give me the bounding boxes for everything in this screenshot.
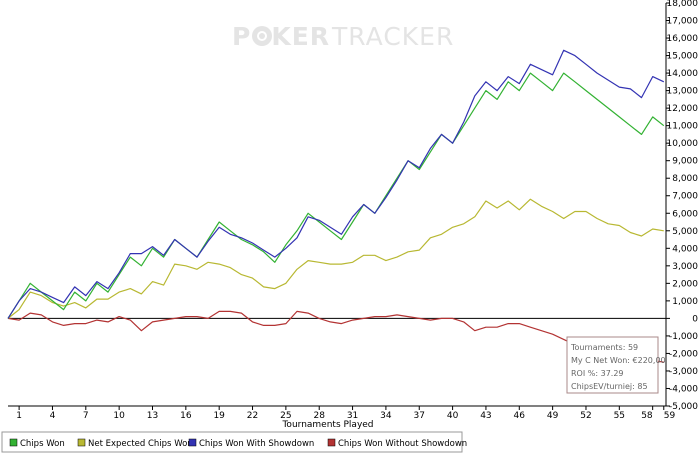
info-box: Tournaments: 59 My C Net Won: €220,00 RO…	[566, 336, 666, 394]
legend-label-without-showdown: Chips Won Without Showdown	[338, 439, 467, 449]
x-axis-title: Tournaments Played	[281, 420, 373, 430]
y-tick-label: 6,000	[672, 209, 698, 219]
y-tick-label: 13,000	[667, 87, 699, 97]
legend-label-chips-won: Chips Won	[20, 439, 65, 449]
info-roi: ROI %: 37.29	[571, 369, 624, 378]
legend-swatch-chips-won	[9, 438, 18, 447]
info-tournaments: Tournaments: 59	[570, 343, 638, 352]
x-tick-label: 13	[147, 411, 158, 421]
info-chips-ev: ChipsEV/turniej: 85	[571, 382, 648, 391]
y-tick-label: 0	[692, 314, 698, 324]
y-tick-label: 4,000	[672, 244, 698, 254]
x-tick-label: 19	[213, 411, 225, 421]
y-tick-label: 12,000	[667, 104, 699, 114]
y-tick-label: -2,000	[669, 349, 698, 359]
y-tick-label: -4,000	[669, 384, 698, 394]
x-axis: 1 4 7 10 13 16 19 22 25 28 31 34 37 40 43 46 49 52 55 58 59	[16, 406, 676, 421]
series-line-chips-won-with-showdown	[7, 49, 665, 319]
y-tick-label: -5,000	[669, 402, 698, 412]
x-tick-label: 28	[313, 411, 325, 421]
legend-item-chips-won: Chips Won	[9, 438, 65, 449]
watermark-text: P KERTRACKER	[232, 22, 454, 51]
legend-item-without-showdown: Chips Won Without Showdown	[327, 438, 467, 449]
info-box-frame	[566, 336, 659, 394]
y-tick-label: 8,000	[672, 174, 698, 184]
x-tick-label: 1	[16, 411, 22, 421]
x-tick-label: 4	[50, 411, 56, 421]
x-tick-label: 49	[547, 411, 559, 421]
x-tick-label: 43	[480, 411, 491, 421]
legend-swatch-without-showdown	[327, 438, 336, 447]
x-tick-label: 7	[83, 411, 89, 421]
y-tick-label: 17,000	[667, 17, 699, 27]
x-tick-label: 25	[280, 411, 291, 421]
y-tick-label: 10,000	[667, 139, 699, 149]
legend-frame	[1, 431, 463, 453]
series-line-chips-won	[7, 72, 665, 319]
legend-label-with-showdown: Chips Won With Showdown	[199, 439, 314, 449]
x-tick-label: 46	[514, 411, 526, 421]
y-tick-label: 14,000	[667, 69, 699, 79]
series-line-net-expected-chips-won	[7, 198, 664, 319]
series-line-chips-won-without-showdown	[7, 310, 664, 363]
x-tick-label: 34	[380, 411, 392, 421]
legend: Chips Won Net Expected Chips Won Chips W…	[1, 431, 467, 453]
plot-frame	[8, 3, 667, 407]
y-tick-label: 15,000	[667, 52, 699, 62]
x-tick-label: 52	[580, 411, 591, 421]
legend-item-net-expected: Net Expected Chips Won	[77, 438, 193, 449]
watermark: P KERTRACKER	[232, 22, 454, 51]
x-tick-label: 10	[113, 411, 125, 421]
x-tick-label: 59	[664, 411, 676, 421]
x-tick-label: 58	[641, 411, 653, 421]
y-tick-label: -1,000	[669, 332, 698, 342]
x-tick-label: 37	[414, 411, 425, 421]
y-tick-label: 18,000	[667, 0, 699, 9]
y-tick-label: 11,000	[667, 122, 699, 132]
y-tick-label: 3,000	[672, 262, 698, 272]
y-tick-label: 2,000	[672, 279, 698, 289]
y-tick-label: -3,000	[669, 367, 698, 377]
y-axis: -5,000 -4,000 -3,000 -2,000 -1,000 0 1,000 2,00…	[666, 0, 698, 412]
legend-swatch-with-showdown	[188, 438, 197, 447]
y-tick-label: 9,000	[672, 157, 698, 167]
y-tick-label: 7,000	[672, 192, 698, 202]
x-tick-label: 31	[347, 411, 358, 421]
series-group	[7, 49, 665, 363]
legend-item-with-showdown: Chips Won With Showdown	[188, 438, 314, 449]
info-net-won: My C Net Won: €220,00	[571, 356, 666, 365]
legend-label-net-expected: Net Expected Chips Won	[88, 439, 193, 449]
x-tick-label: 22	[247, 411, 258, 421]
poker-chip-icon	[252, 26, 272, 46]
y-tick-label: 5,000	[672, 227, 698, 237]
y-tick-label: 16,000	[667, 34, 699, 44]
x-tick-label: 40	[447, 411, 459, 421]
x-tick-label: 16	[180, 411, 192, 421]
x-tick-label: 55	[614, 411, 625, 421]
y-tick-label: 1,000	[672, 297, 698, 307]
legend-swatch-net-expected	[77, 438, 86, 447]
